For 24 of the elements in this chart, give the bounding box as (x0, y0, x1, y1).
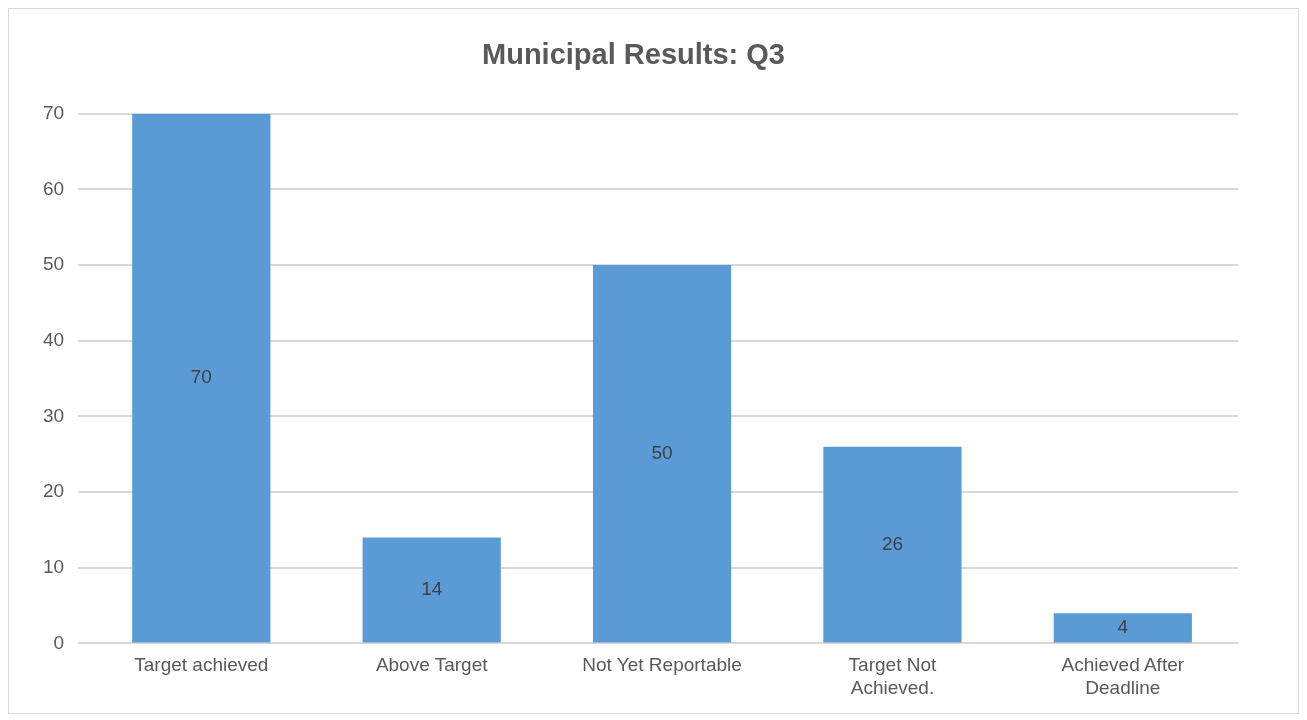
y-tick-label: 70 (42, 102, 65, 124)
x-tick-label: Achieved After Deadline (1061, 654, 1185, 698)
data-label: 50 (651, 441, 673, 463)
y-tick-label: 60 (42, 177, 65, 199)
data-label: 26 (881, 532, 904, 554)
y-tick-label: 40 (42, 329, 65, 351)
y-tick-label: 10 (42, 555, 65, 577)
bar (132, 113, 271, 643)
x-tick-label: Not Yet Reportable (582, 654, 742, 676)
data-label: 14 (421, 578, 443, 600)
bar (823, 446, 962, 643)
y-tick-label: 0 (53, 631, 65, 653)
bar (592, 265, 732, 643)
y-tick-label: 30 (42, 404, 65, 426)
data-label: 4 (1117, 616, 1129, 637)
chart-title: Municipal Results: Q3 (482, 38, 785, 71)
bar (1053, 613, 1192, 643)
bar (362, 537, 501, 643)
y-tick-label: 20 (42, 480, 65, 502)
data-label: 70 (190, 366, 212, 388)
x-tick-label: Above Target (375, 654, 489, 676)
x-tick-label: Target Not Achieved. (848, 654, 937, 698)
y-tick-label: 50 (42, 253, 65, 275)
x-tick-label: Target achieved (134, 654, 269, 676)
